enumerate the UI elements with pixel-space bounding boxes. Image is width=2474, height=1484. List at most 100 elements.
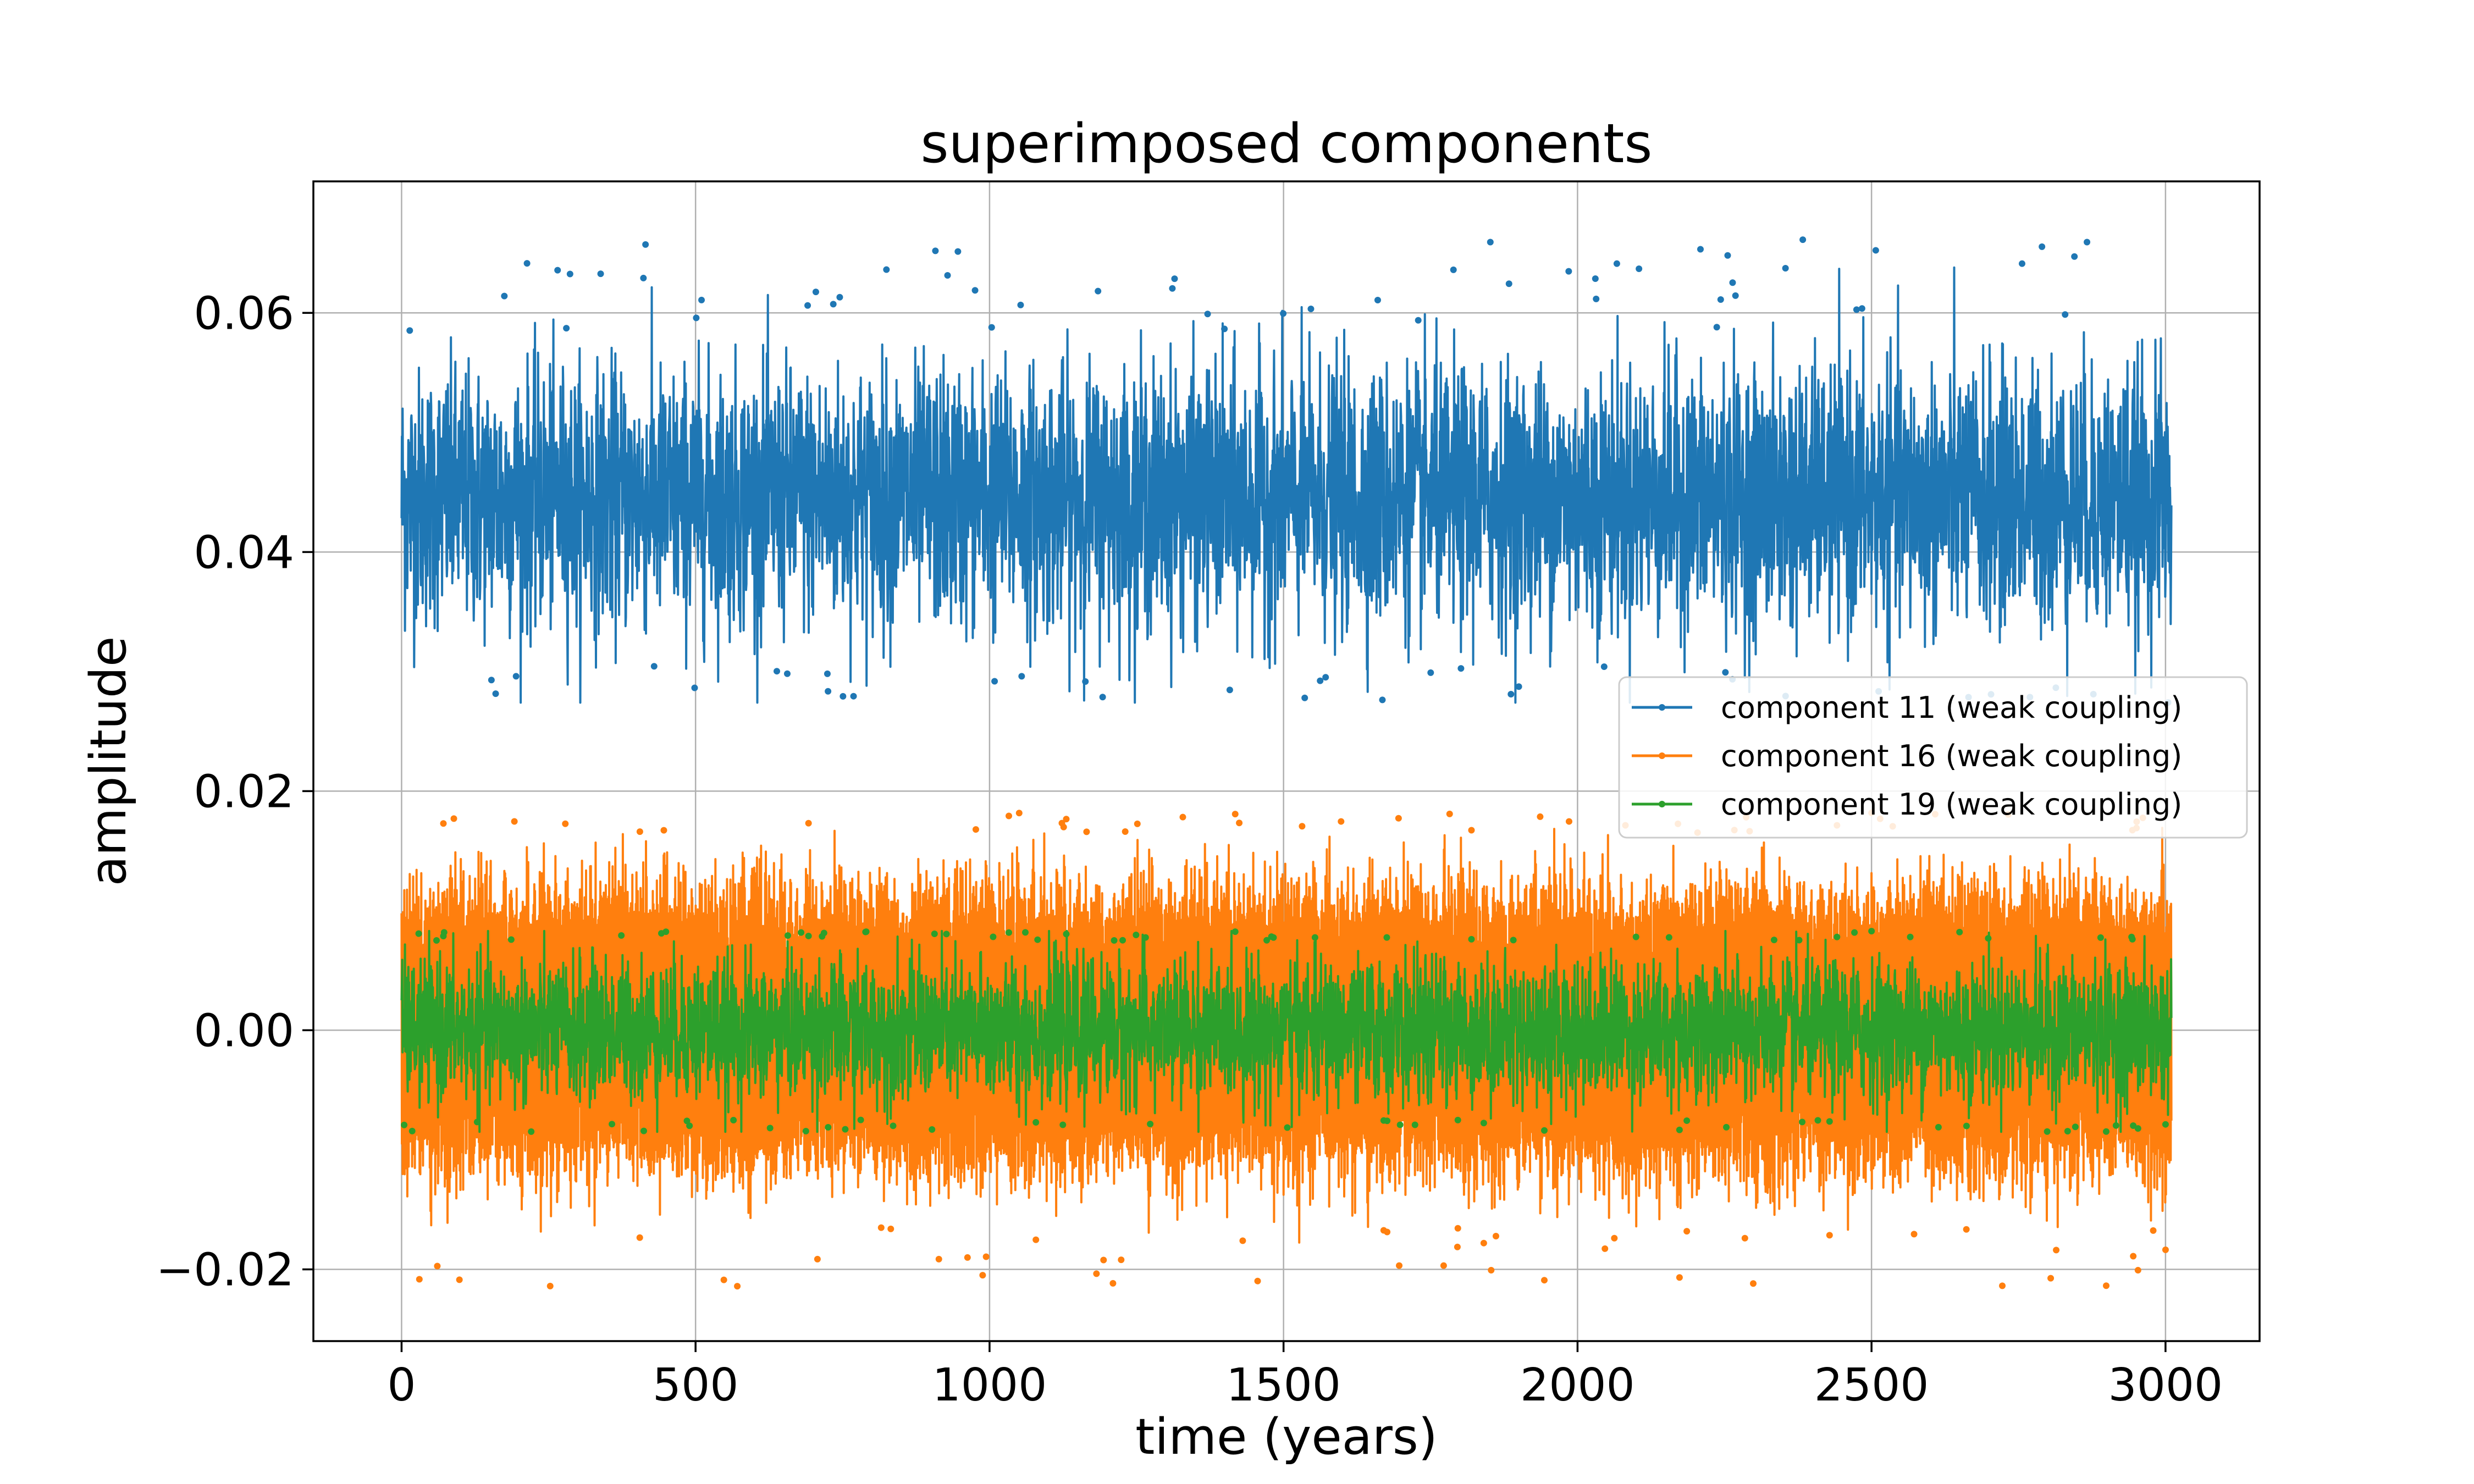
series-marker-0 bbox=[812, 289, 819, 296]
series-marker-0 bbox=[650, 663, 658, 670]
series-marker-2 bbox=[1119, 937, 1126, 944]
series-marker-0 bbox=[1082, 678, 1089, 685]
series-marker-1 bbox=[1565, 818, 1572, 825]
series-marker-2 bbox=[473, 1118, 481, 1126]
series-marker-2 bbox=[1963, 1122, 1970, 1129]
series-marker-1 bbox=[636, 828, 643, 835]
series-marker-2 bbox=[1723, 1123, 1730, 1131]
series-marker-0 bbox=[698, 296, 705, 303]
chart-title: superimposed components bbox=[921, 113, 1653, 175]
series-marker-2 bbox=[1111, 937, 1118, 944]
series-marker-0 bbox=[1782, 265, 1789, 272]
series-marker-0 bbox=[932, 247, 939, 254]
series-marker-0 bbox=[1592, 275, 1599, 283]
series-marker-2 bbox=[2162, 1121, 2169, 1128]
series-marker-2 bbox=[1021, 929, 1029, 936]
series-marker-0 bbox=[850, 693, 857, 700]
series-marker-0 bbox=[1613, 260, 1620, 267]
series-marker-0 bbox=[1732, 292, 1739, 299]
series-marker-2 bbox=[2102, 1128, 2109, 1135]
y-tick-label: 0.02 bbox=[194, 766, 294, 818]
series-marker-2 bbox=[1770, 937, 1777, 944]
series-marker-2 bbox=[857, 1116, 864, 1123]
series-marker-1 bbox=[1083, 828, 1090, 835]
series-marker-2 bbox=[1935, 1123, 1942, 1131]
series-marker-0 bbox=[1697, 246, 1704, 253]
series-marker-0 bbox=[488, 677, 495, 684]
series-marker-1 bbox=[546, 1282, 554, 1289]
series-marker-0 bbox=[1169, 285, 1176, 292]
series-marker-0 bbox=[1457, 665, 1465, 672]
series-marker-0 bbox=[1487, 239, 1494, 246]
series-marker-0 bbox=[1280, 310, 1287, 317]
series-marker-0 bbox=[1301, 694, 1308, 701]
series-marker-2 bbox=[1799, 1118, 1806, 1126]
series-marker-0 bbox=[554, 267, 561, 274]
series-marker-1 bbox=[1492, 1233, 1499, 1240]
series-marker-1 bbox=[1109, 1280, 1117, 1287]
series-marker-1 bbox=[972, 826, 979, 833]
series-marker-0 bbox=[1729, 279, 1736, 286]
series-marker-2 bbox=[1468, 935, 1475, 943]
series-marker-1 bbox=[1395, 815, 1402, 822]
series-marker-0 bbox=[1717, 296, 1724, 303]
series-marker-0 bbox=[1593, 295, 1600, 302]
series-marker-0 bbox=[1095, 287, 1102, 295]
legend-entry-1: component 16 (weak coupling) bbox=[1632, 739, 2182, 773]
series-line-2 bbox=[400, 929, 2173, 1133]
series-2 bbox=[400, 928, 2173, 1135]
series-marker-0 bbox=[1317, 677, 1324, 684]
legend-marker-2 bbox=[1659, 801, 1665, 807]
series-marker-2 bbox=[415, 930, 422, 937]
y-tick-label: 0.04 bbox=[194, 527, 294, 579]
series-marker-0 bbox=[825, 688, 832, 695]
series-marker-2 bbox=[2130, 1122, 2137, 1129]
series-marker-2 bbox=[2064, 1128, 2071, 1135]
series-marker-2 bbox=[2134, 1125, 2141, 1132]
series-marker-1 bbox=[1239, 1237, 1246, 1244]
series-marker-1 bbox=[1454, 1225, 1461, 1232]
series-marker-1 bbox=[1058, 819, 1065, 827]
series-marker-1 bbox=[1299, 823, 1306, 830]
series-marker-2 bbox=[1006, 929, 1013, 936]
x-tick-label: 1000 bbox=[932, 1359, 1047, 1411]
series-marker-2 bbox=[1454, 1116, 1461, 1123]
series-marker-1 bbox=[1602, 1245, 1609, 1252]
series-marker-1 bbox=[1380, 1227, 1387, 1234]
series-marker-2 bbox=[408, 1127, 416, 1134]
x-axis-ticks: 0 500 1000 1500 2000 2500 3000 bbox=[387, 1341, 2223, 1411]
series-marker-2 bbox=[842, 1126, 849, 1133]
series-marker-0 bbox=[512, 673, 520, 680]
series-marker-1 bbox=[562, 820, 569, 827]
series-marker-2 bbox=[1956, 928, 1963, 935]
legend-label-2: component 19 (weak coupling) bbox=[1721, 787, 2182, 822]
y-tick-label: 0.00 bbox=[194, 1005, 294, 1057]
series-marker-2 bbox=[1232, 928, 1239, 935]
series-marker-2 bbox=[1796, 937, 1803, 944]
series-0 bbox=[400, 236, 2173, 706]
series-marker-2 bbox=[528, 1128, 535, 1135]
series-marker-2 bbox=[825, 1124, 832, 1131]
series-marker-2 bbox=[1541, 1127, 1548, 1134]
series-marker-0 bbox=[1636, 265, 1643, 272]
x-tick-label: 2500 bbox=[1814, 1359, 1929, 1411]
series-marker-1 bbox=[979, 1272, 986, 1279]
series-marker-2 bbox=[819, 933, 826, 940]
series-marker-1 bbox=[1676, 1274, 1683, 1281]
series-marker-0 bbox=[406, 327, 413, 334]
series-marker-1 bbox=[1396, 1262, 1403, 1269]
legend-marker-0 bbox=[1659, 704, 1665, 711]
series-marker-1 bbox=[1454, 1243, 1461, 1250]
series-marker-2 bbox=[929, 1126, 936, 1133]
series-marker-0 bbox=[501, 292, 508, 300]
series-marker-2 bbox=[1383, 934, 1390, 941]
series-marker-2 bbox=[1034, 936, 1041, 943]
series-marker-2 bbox=[1665, 934, 1672, 941]
series-marker-2 bbox=[798, 929, 805, 936]
series-marker-0 bbox=[971, 287, 979, 294]
series-marker-1 bbox=[734, 1283, 741, 1290]
series-marker-2 bbox=[2097, 934, 2104, 941]
series-marker-1 bbox=[1015, 810, 1023, 817]
series-marker-0 bbox=[954, 248, 962, 255]
series-marker-0 bbox=[693, 314, 700, 322]
